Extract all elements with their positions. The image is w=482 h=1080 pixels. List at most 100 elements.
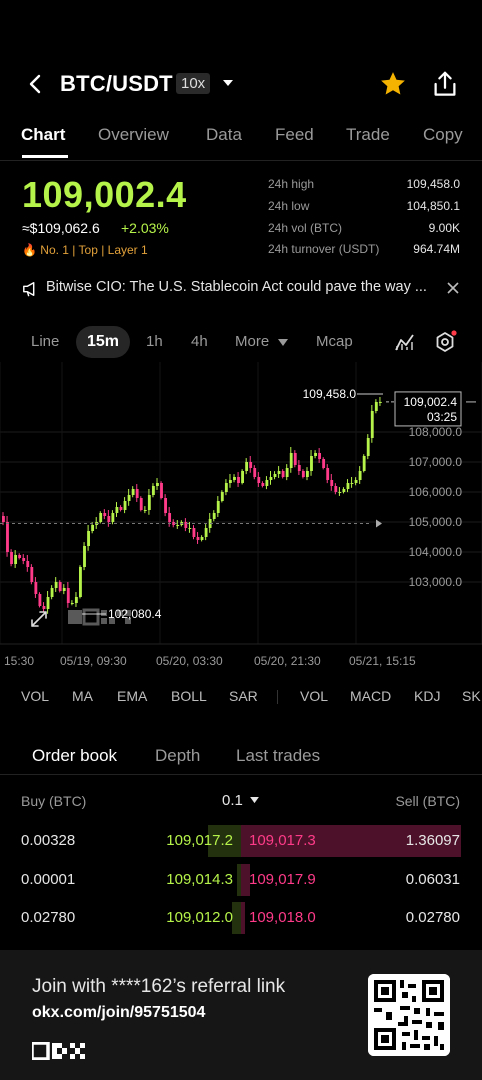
candle-body — [156, 483, 159, 486]
bid-depth-bar — [208, 825, 241, 857]
sell-quantity: 0.02780 — [405, 909, 460, 926]
orderbook-tabs: Order book Depth Last trades — [0, 744, 482, 775]
referral-footer: Join with ****162’s referral link okx.co… — [0, 950, 482, 1080]
candle-body — [374, 402, 378, 411]
candle-body — [22, 558, 26, 561]
candle-body — [107, 516, 111, 522]
back-chevron-icon[interactable] — [24, 72, 48, 96]
candle-body — [301, 471, 305, 477]
share-icon[interactable] — [430, 69, 460, 99]
time-axis-label: 05/20, 03:30 — [156, 654, 223, 668]
fullscreen-icon[interactable] — [31, 611, 47, 627]
orderbook-row[interactable]: 0.00001 109,014.3 109,017.9 0.06031 — [0, 864, 482, 896]
candle-body — [378, 401, 382, 403]
interval-15m[interactable]: 15m — [76, 326, 130, 358]
indicator-macd[interactable]: MACD — [350, 688, 392, 704]
news-headline[interactable]: Bitwise CIO: The U.S. Stablecoin Act cou… — [46, 279, 427, 295]
candle-body — [34, 582, 38, 594]
indicator-sar[interactable]: SAR — [229, 688, 258, 704]
indicator-ma[interactable]: MA — [72, 688, 93, 704]
sell-quantity: 0.06031 — [405, 871, 460, 888]
star-icon[interactable] — [378, 69, 408, 99]
candle-body — [346, 483, 350, 489]
news-ticker[interactable]: Bitwise CIO: The U.S. Stablecoin Act cou… — [0, 276, 482, 300]
candle-body — [172, 522, 176, 525]
ask-price: 109,018.0 — [249, 909, 316, 926]
indicator-bar: VOL MA EMA BOLL SAR VOL MACD KDJ SK — [0, 686, 482, 708]
qr-code — [368, 974, 450, 1056]
candle-body — [342, 489, 346, 492]
tab-feed[interactable]: Feed — [275, 125, 314, 144]
stat-value: 104,850.1 — [406, 199, 460, 213]
candle-body — [220, 492, 224, 501]
candle-body — [233, 477, 236, 480]
candle-body — [74, 597, 78, 603]
tab-chart[interactable]: Chart — [21, 125, 66, 144]
tab-last-trades[interactable]: Last trades — [236, 746, 321, 765]
orderbook-row[interactable]: 0.00328 109,017.2 109,017.3 1.36097 — [0, 825, 482, 857]
orderbook-header: Buy (BTC) 0.1 Sell (BTC) — [0, 790, 482, 814]
dropdown-caret-icon[interactable] — [222, 77, 234, 89]
interval-line[interactable]: Line — [31, 333, 60, 350]
bid-price: 109,012.0 — [166, 909, 233, 926]
interval-1h[interactable]: 1h — [146, 333, 163, 350]
sell-quantity: 1.36097 — [405, 832, 460, 849]
step-caret-icon[interactable] — [250, 797, 259, 804]
close-icon[interactable] — [447, 282, 459, 294]
ask-depth-bar — [241, 864, 250, 896]
candle-body — [2, 516, 5, 522]
indicator-vol-sub[interactable]: VOL — [300, 688, 329, 704]
stat-label: 24h high — [268, 177, 315, 191]
candle-body — [147, 495, 151, 510]
interval-more[interactable]: More — [235, 333, 270, 350]
indicator-icon[interactable] — [394, 332, 416, 352]
buy-quantity: 0.02780 — [21, 909, 76, 926]
price-axis-label: 106,000.0 — [409, 485, 463, 499]
candle-body — [245, 462, 249, 471]
interval-4h[interactable]: 4h — [191, 333, 208, 350]
tab-copy[interactable]: Copy — [423, 125, 463, 144]
candle-body — [261, 483, 265, 486]
tab-order-book[interactable]: Order book — [32, 746, 118, 765]
candle-body — [62, 588, 66, 591]
indicator-sk[interactable]: SK — [462, 688, 481, 704]
candle-body — [14, 555, 18, 564]
indicator-vol[interactable]: VOL — [21, 688, 50, 704]
candle-body — [338, 492, 342, 493]
indicator-boll[interactable]: BOLL — [171, 688, 207, 704]
tab-data[interactable]: Data — [206, 125, 242, 144]
indicator-ema[interactable]: EMA — [117, 688, 148, 704]
interval-bar: Line 15m 1h 4h More Mcap — [0, 326, 482, 358]
sell-column-label: Sell (BTC) — [395, 793, 460, 809]
candle-body — [139, 498, 143, 510]
interval-mcap[interactable]: Mcap — [316, 333, 353, 350]
candle-body — [50, 588, 54, 597]
candle-body — [6, 522, 9, 552]
candle-body — [103, 513, 107, 516]
pair-title[interactable]: BTC/USDT — [60, 71, 173, 96]
orderbook-row[interactable]: 0.02780 109,012.0 109,018.0 0.02780 — [0, 902, 482, 934]
buy-quantity: 0.00001 — [21, 871, 76, 888]
candle-body — [151, 486, 155, 495]
low-marker-label: 102,080.4 — [108, 607, 162, 621]
referral-url[interactable]: okx.com/join/95751504 — [32, 1004, 206, 1021]
price-step-select[interactable]: 0.1 — [222, 792, 243, 809]
tab-depth[interactable]: Depth — [155, 746, 201, 765]
megaphone-icon — [23, 281, 35, 297]
leverage-badge[interactable]: 10x — [176, 73, 211, 94]
indicator-kdj[interactable]: KDJ — [414, 688, 441, 704]
candle-body — [314, 453, 317, 456]
chart-settings-icon[interactable] — [433, 330, 457, 354]
candle-body — [10, 552, 13, 564]
stat-label: 24h low — [268, 199, 310, 213]
candle-body — [135, 489, 139, 498]
candlestick-chart[interactable]: 108,000.0 107,000.0 106,000.0 105,000.0 104,… — [0, 362, 482, 680]
tab-trade[interactable]: Trade — [346, 125, 390, 144]
candle-body — [38, 594, 42, 606]
ranking-tags[interactable]: 🔥 No. 1 | Top | Layer 1 — [22, 243, 148, 257]
candle-body — [184, 522, 188, 528]
candle-body — [160, 483, 163, 498]
tab-overview[interactable]: Overview — [98, 125, 169, 144]
bid-depth-bar — [232, 902, 241, 934]
candle-body — [176, 525, 180, 526]
